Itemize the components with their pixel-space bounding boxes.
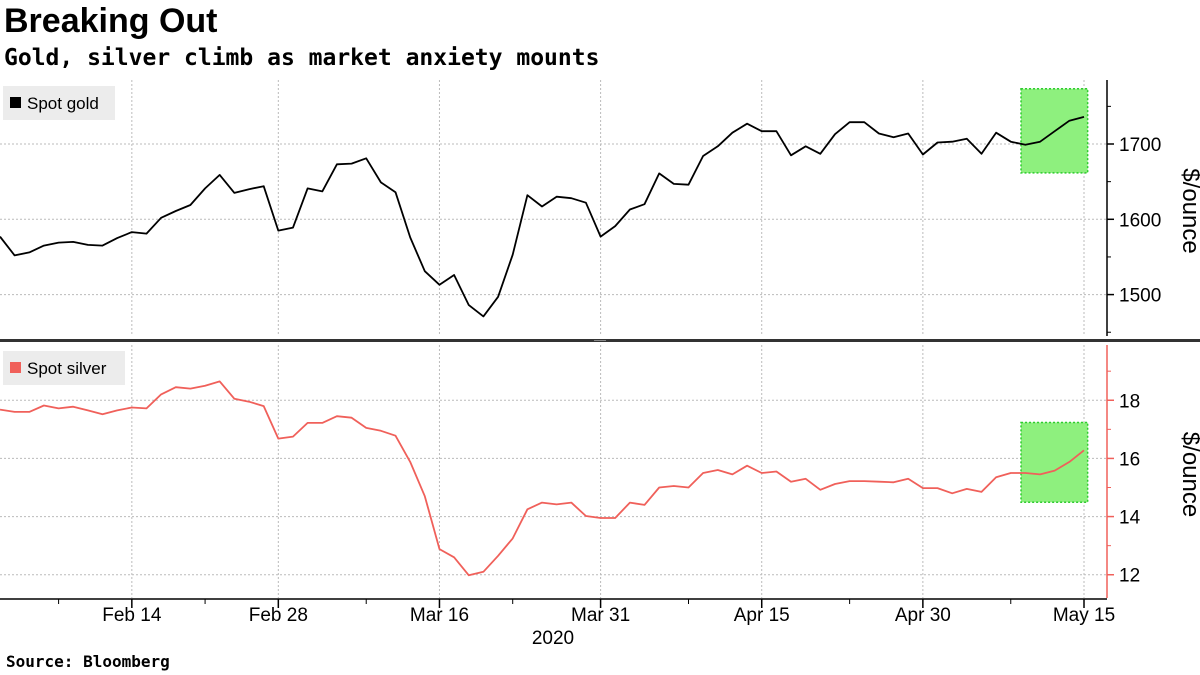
silver-ytick-label-3: 18 [1119, 391, 1140, 412]
silver-ytick-label-1: 14 [1119, 508, 1141, 529]
x-tick-label-4: Apr 15 [734, 605, 790, 626]
x-year-label: 2020 [532, 628, 574, 649]
silver-highlight-box [1020, 421, 1089, 503]
silver-ytick-label-0: 12 [1119, 566, 1140, 587]
gold-unit-label: $/ounce [1177, 168, 1200, 253]
x-tick-label-3: Mar 31 [571, 605, 630, 626]
x-tick-label-2: Mar 16 [410, 605, 469, 626]
source-note: Source: Bloomberg [6, 652, 170, 671]
silver-legend-label: Spot silver [27, 359, 107, 378]
x-tick-label-1: Feb 28 [249, 605, 308, 626]
gold-series-line [0, 116, 1085, 318]
gold-legend-label: Spot gold [27, 94, 99, 113]
x-tick-label-0: Feb 14 [102, 605, 162, 626]
gold-legend-swatch [10, 97, 21, 108]
silver-unit-label: $/ounce [1177, 432, 1200, 517]
chart-title: Breaking Out [4, 2, 218, 40]
silver-series-line [0, 380, 1085, 577]
x-tick-label-5: Apr 30 [895, 605, 951, 626]
x-tick-label-6: May 15 [1053, 605, 1115, 626]
chart-subtitle: Gold, silver climb as market anxiety mou… [4, 45, 600, 71]
gold-ytick-label-2: 1700 [1119, 135, 1161, 156]
gold-ytick-label-1: 1600 [1119, 210, 1161, 231]
silver-ytick-label-2: 16 [1119, 449, 1140, 470]
gold-legend-bg [3, 86, 115, 120]
silver-legend-bg [3, 351, 125, 385]
silver-legend-swatch [10, 362, 21, 373]
gold-ytick-label-0: 1500 [1119, 286, 1161, 307]
